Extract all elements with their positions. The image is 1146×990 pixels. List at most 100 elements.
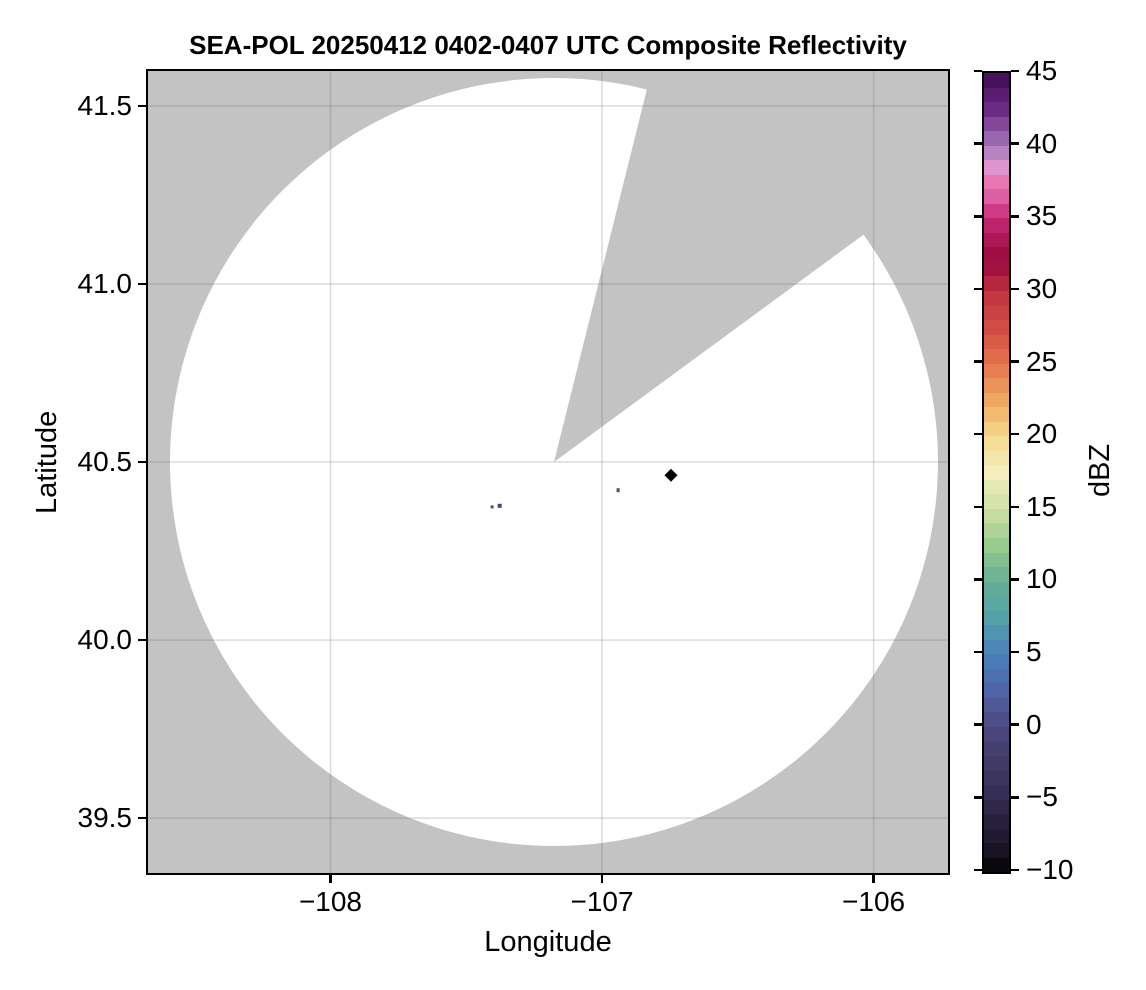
colorbar-tick-mark: [974, 360, 982, 363]
colorbar-step: [984, 131, 1009, 146]
plot-area: [145, 68, 950, 875]
colorbar-step: [984, 160, 1009, 175]
colorbar-step: [984, 261, 1009, 277]
colorbar-tick-mark: [1011, 142, 1019, 145]
colorbar-tick-label: −10: [1026, 854, 1074, 885]
colorbar-step: [984, 305, 1009, 321]
colorbar-tick-mark: [974, 432, 982, 436]
colorbar-step: [984, 625, 1009, 640]
colorbar-step: [984, 465, 1009, 480]
echo-cell: [616, 487, 620, 492]
colorbar-step: [984, 770, 1009, 786]
colorbar-step: [984, 363, 1009, 379]
colorbar-step: [984, 407, 1009, 422]
colorbar-tick-label: 10: [1026, 563, 1058, 595]
colorbar-tick-mark: [974, 69, 982, 73]
y-tick-label: 40.5: [77, 446, 133, 478]
colorbar-tick-mark: [974, 723, 982, 726]
radar-plot-canvas: [147, 70, 948, 873]
y-tick-mark: [138, 282, 146, 286]
colorbar-step: [984, 828, 1009, 844]
colorbar-tick-label: 25: [1026, 345, 1058, 377]
colorbar-tick-mark: [1011, 432, 1019, 436]
colorbar-tick-label: 5: [1026, 636, 1042, 668]
colorbar-step: [984, 610, 1009, 626]
colorbar-step: [984, 479, 1009, 495]
colorbar-step: [984, 538, 1009, 553]
chart-title: SEA-POL 20250412 0402-0407 UTC Composite…: [189, 30, 907, 60]
colorbar-step: [984, 596, 1009, 611]
colorbar-step: [984, 712, 1009, 727]
colorbar-step: [984, 683, 1009, 698]
colorbar-tick-mark: [974, 505, 982, 509]
colorbar-tick-mark: [1011, 287, 1019, 291]
colorbar-tick-mark: [974, 650, 982, 654]
colorbar-tick-label: 20: [1026, 418, 1058, 450]
colorbar-tick-label: 45: [1026, 55, 1058, 86]
colorbar-tick-mark: [1011, 578, 1019, 581]
y-tick-mark: [138, 638, 146, 642]
y-tick-mark: [138, 460, 146, 464]
colorbar-step: [984, 508, 1009, 524]
x-tick-mark: [872, 875, 875, 883]
colorbar-step: [984, 174, 1009, 190]
colorbar-tick-mark: [974, 868, 982, 872]
colorbar-tick-mark: [1011, 360, 1019, 363]
colorbar-tick-label: 30: [1026, 272, 1058, 304]
gridlines: [147, 70, 948, 873]
y-tick-mark: [138, 816, 146, 820]
colorbar-step: [984, 421, 1009, 437]
colorbar-step: [984, 189, 1009, 204]
colorbar-step: [984, 697, 1009, 713]
colorbar-tick-label: 0: [1026, 708, 1042, 740]
colorbar-step: [984, 116, 1009, 132]
colorbar-step: [984, 102, 1009, 117]
colorbar-step: [984, 232, 1009, 248]
colorbar-tick-mark: [974, 215, 982, 218]
colorbar-tick-mark: [1011, 650, 1019, 654]
colorbar-tick-label: −5: [1026, 781, 1058, 813]
colorbar-tick-mark: [1011, 868, 1019, 872]
colorbar-step: [984, 378, 1009, 393]
colorbar-step: [984, 494, 1009, 509]
colorbar-step: [984, 203, 1009, 219]
colorbar-tick-mark: [1011, 215, 1019, 218]
colorbar-tick-label: 15: [1026, 490, 1058, 522]
colorbar-step: [984, 218, 1009, 233]
echo-cell: [490, 504, 494, 508]
colorbar-tick-mark: [974, 796, 982, 799]
colorbar-step: [984, 290, 1009, 306]
colorbar-step: [984, 654, 1009, 669]
echo-cell: [497, 503, 502, 508]
colorbar-step: [984, 668, 1009, 684]
colorbar-tick-mark: [974, 578, 982, 581]
colorbar-step: [984, 726, 1009, 742]
y-tick-mark: [138, 104, 146, 108]
colorbar-step: [984, 857, 1009, 873]
x-tick-label: −106: [842, 886, 906, 917]
colorbar-step: [984, 73, 1009, 88]
x-axis-label: Longitude: [484, 926, 612, 958]
colorbar-step: [984, 276, 1009, 291]
colorbar-step: [984, 334, 1009, 350]
site-diamond-marker: [664, 468, 678, 482]
colorbar-step: [984, 814, 1009, 829]
colorbar-step: [984, 755, 1009, 771]
colorbar-step: [984, 843, 1009, 858]
colorbar-step: [984, 87, 1009, 103]
colorbar-tick-mark: [1011, 723, 1019, 726]
colorbar-gradient: [984, 73, 1009, 873]
colorbar-step: [984, 450, 1009, 466]
colorbar-step: [984, 392, 1009, 408]
colorbar-step: [984, 639, 1009, 655]
colorbar-tick-label: 40: [1026, 127, 1058, 159]
colorbar-tick-label: 35: [1026, 200, 1058, 232]
colorbar-tick-mark: [974, 142, 982, 145]
colorbar-tick-mark: [1011, 505, 1019, 509]
colorbar-tick-mark: [974, 287, 982, 291]
colorbar-step: [984, 741, 1009, 756]
colorbar-step: [984, 145, 1009, 161]
colorbar-step: [984, 785, 1009, 800]
y-tick-label: 41.0: [77, 267, 133, 299]
